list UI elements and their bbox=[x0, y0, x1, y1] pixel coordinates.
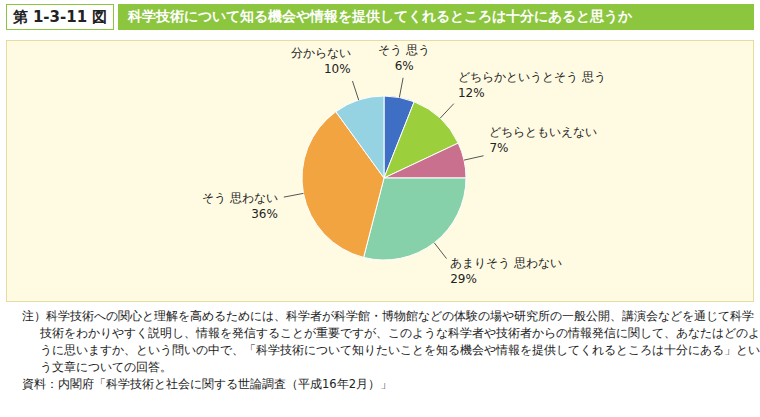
html-text:第 1-3-11 図: 第 1-3-11 図 bbox=[12, 7, 108, 26]
svg-text:どちらかというとそう 思う12%: どちらかというとそう 思う12% bbox=[458, 70, 606, 100]
svg-text:あまりそう 思わない29%: あまりそう 思わない29% bbox=[450, 256, 562, 286]
svg-text:そう 思う6%: そう 思う6% bbox=[378, 43, 430, 73]
html-text:注）科学技術への関心と理解を高めるためには、科学者が科学館・: 注）科学技術への関心と理解を高めるためには、科学者が科学館・博物館などの体験の場… bbox=[22, 309, 760, 374]
html-text:科学技術について知る機会や情報を提供してくれるところは十分に: 科学技術について知る機会や情報を提供してくれるところは十分にあると思うか bbox=[128, 8, 632, 24]
svg-text:どちらともいえない7%: どちらともいえない7% bbox=[489, 125, 597, 155]
svg-text:分からない10%: 分からない10% bbox=[291, 46, 351, 76]
svg-text:そう 思わない36%: そう 思わない36% bbox=[202, 191, 278, 221]
html-text:資料：内閣府「科学技術と社会に関する世論調査（平成16年2月: 資料：内閣府「科学技術と社会に関する世論調査（平成16年2月）」 bbox=[22, 377, 392, 391]
